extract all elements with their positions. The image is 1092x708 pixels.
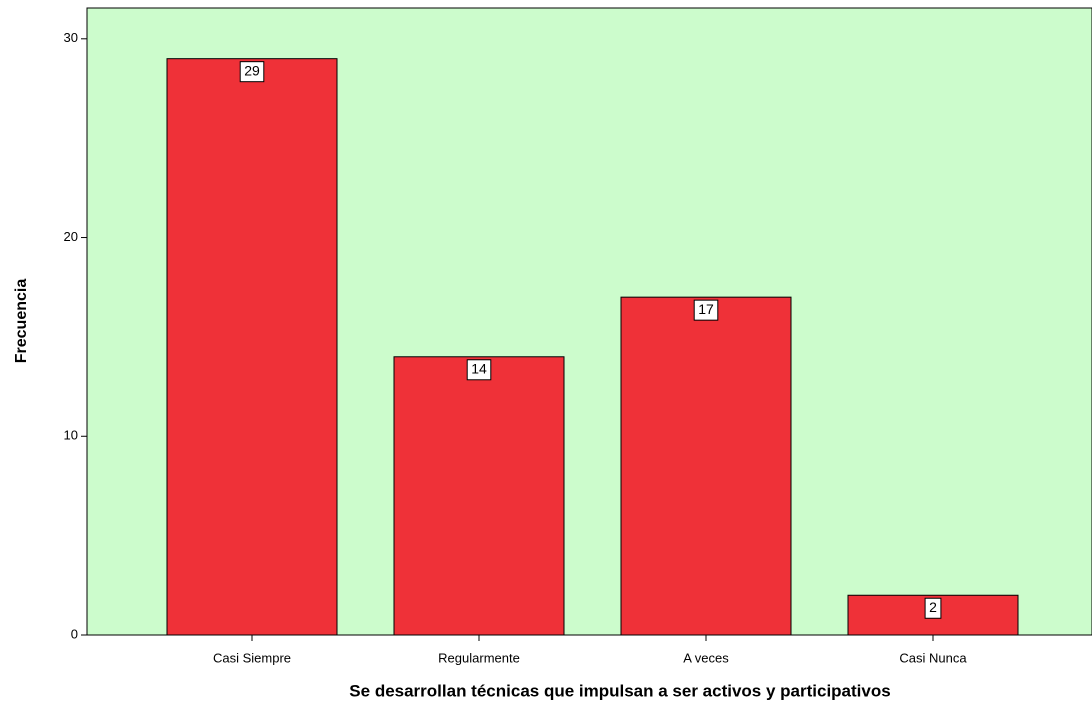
bar [393, 356, 565, 636]
x-tick-label: Regularmente [438, 650, 520, 665]
x-tick-label: Casi Siempre [213, 650, 291, 665]
data-label-box [924, 597, 942, 619]
data-label-box [466, 359, 492, 381]
y-tick-label: 20 [64, 229, 78, 244]
data-label: 2 [929, 599, 937, 615]
data-label: 29 [244, 62, 260, 78]
bar [166, 58, 338, 636]
data-label: 17 [698, 301, 714, 317]
bar [620, 296, 792, 636]
x-tick-label: A veces [683, 650, 729, 665]
x-tick-label: Casi Nunca [899, 650, 967, 665]
y-tick-label: 30 [64, 30, 78, 45]
data-label-box [239, 61, 265, 83]
x-axis-title: Se desarrollan técnicas que impulsan a s… [349, 681, 890, 700]
data-label-box [693, 299, 719, 321]
y-tick-label: 0 [71, 626, 78, 641]
data-label: 14 [471, 360, 487, 376]
y-tick-label: 10 [64, 428, 78, 443]
y-axis-title: Frecuencia [13, 279, 30, 364]
